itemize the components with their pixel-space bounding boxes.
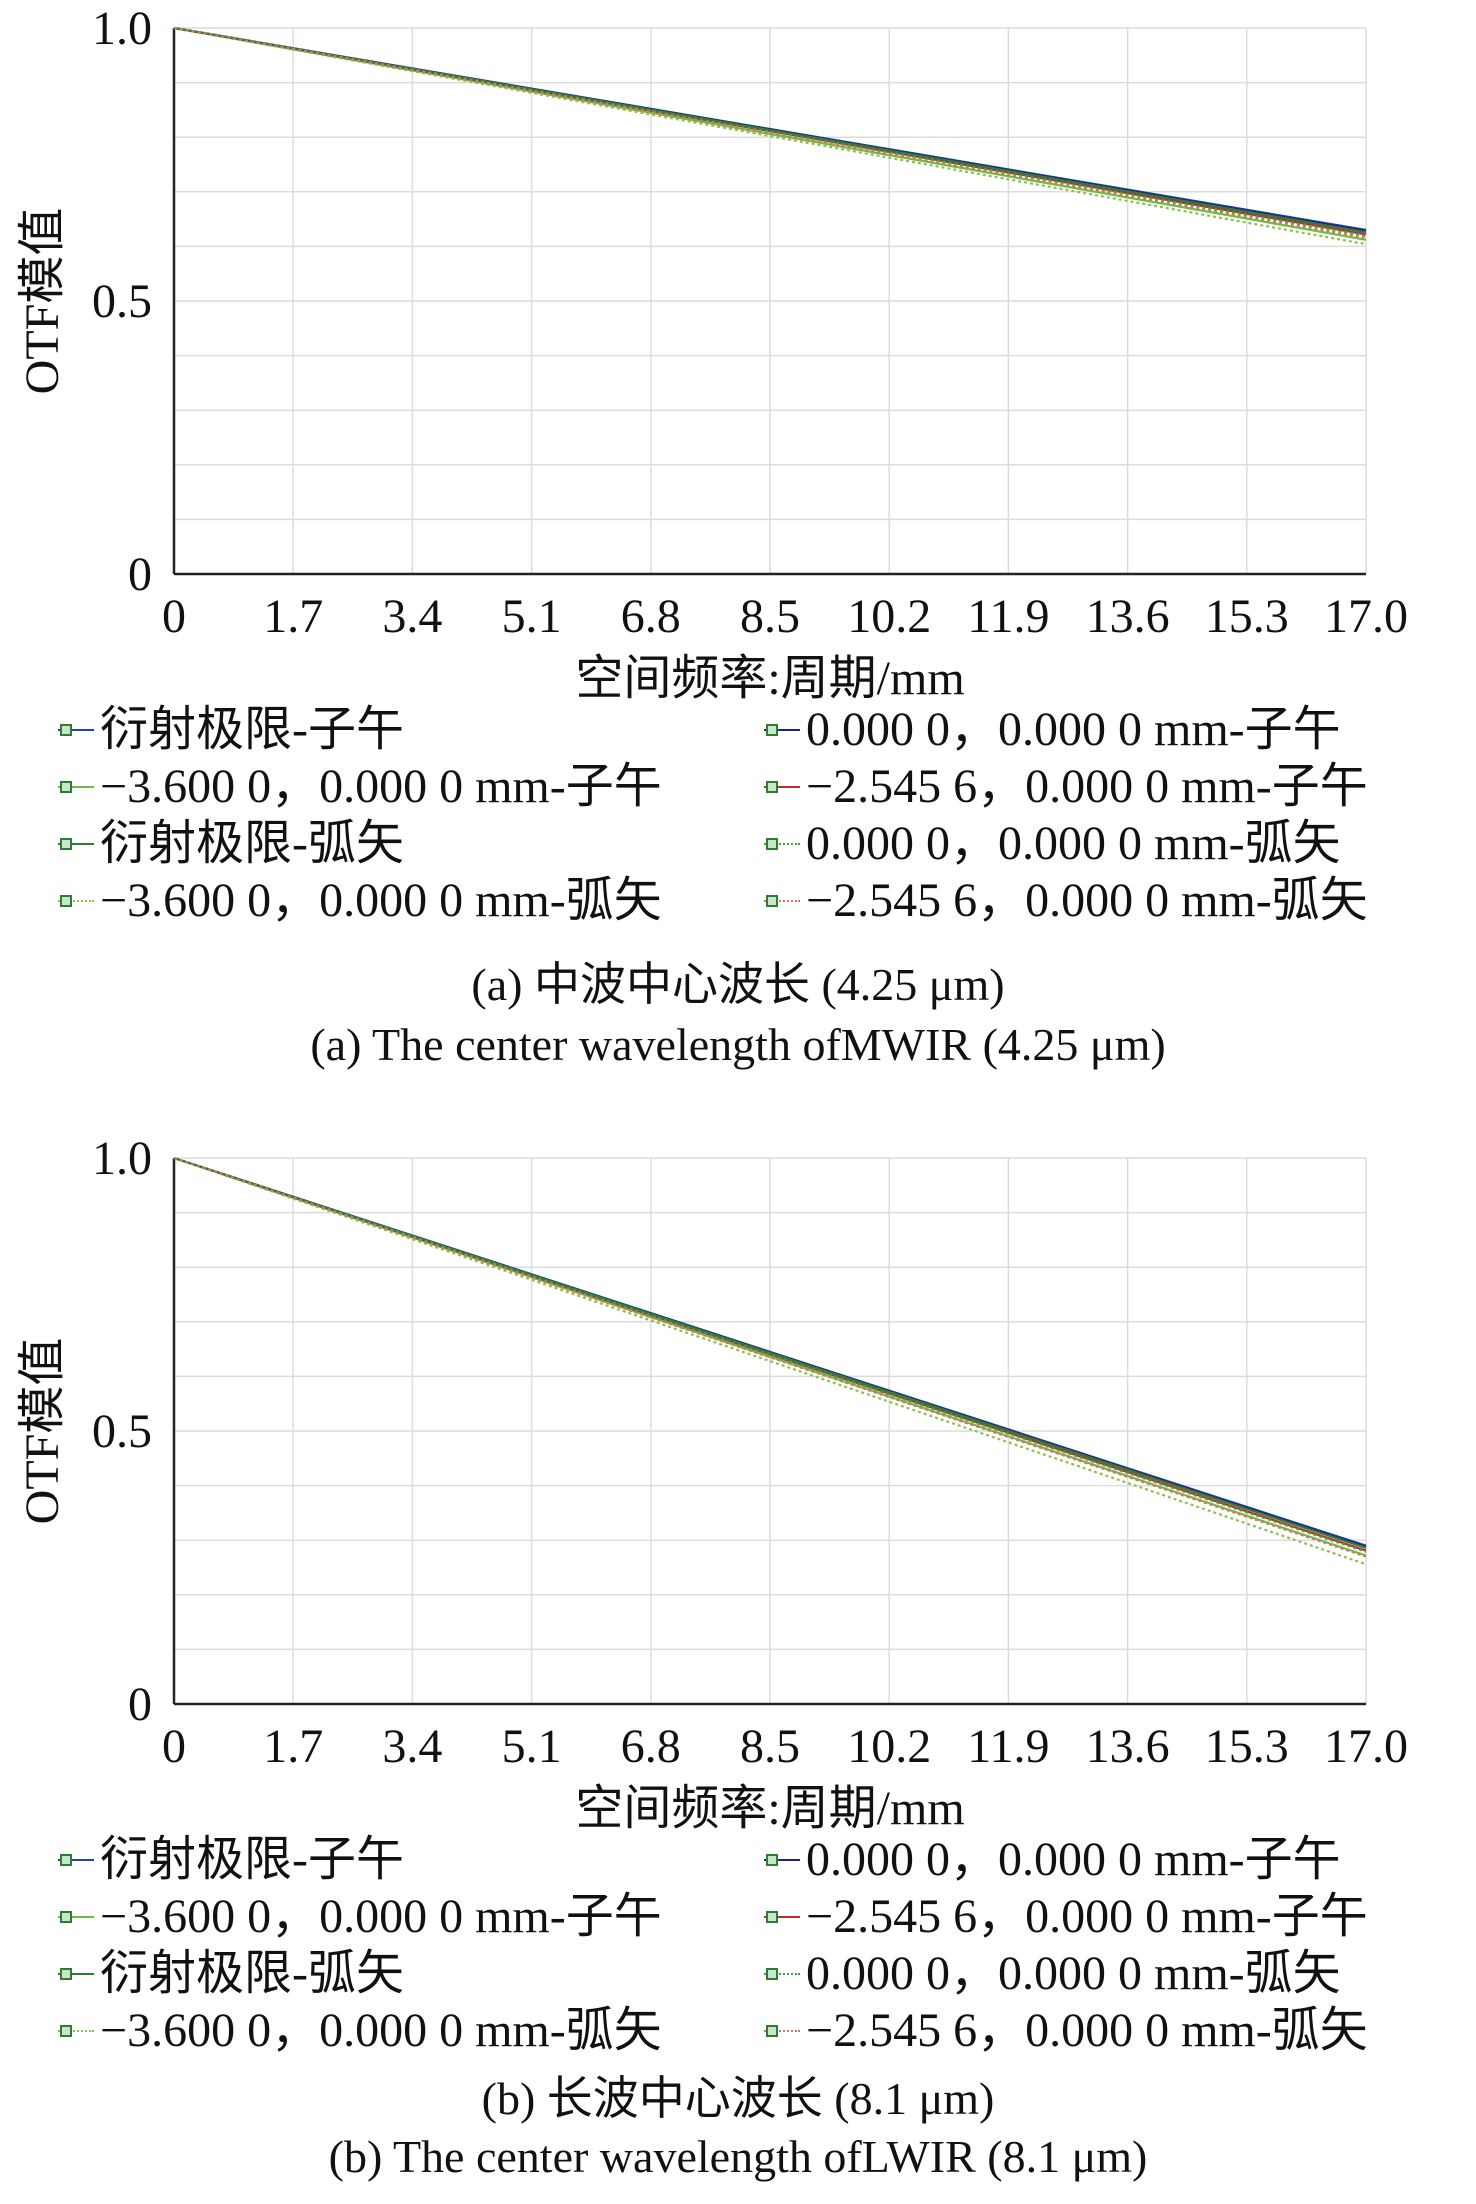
caption-cn-b: (b) 长波中心波长 (8.1 μm): [481, 2073, 995, 2124]
x-tick-label: 15.3: [1205, 590, 1289, 643]
legend-item: 0.000 0，0.000 0 mm-子午: [764, 702, 1341, 758]
legend-item: 衍射极限-弧矢: [58, 816, 404, 872]
x-tick-label: 3.4: [382, 1720, 442, 1773]
x-tick-label: 3.4: [382, 590, 442, 643]
y-axis-title: OTF模值: [16, 1338, 69, 1525]
caption-cn-a: (a) 中波中心波长 (4.25 μm): [471, 959, 1005, 1010]
caption-en-a: (a) The center wavelength ofMWIR (4.25 μ…: [310, 1019, 1166, 1070]
series-line: [173, 26, 1367, 246]
legend-swatch: [764, 834, 800, 854]
legend-item: −2.545 6，0.000 0 mm-子午: [764, 759, 1368, 815]
legend-item: −3.600 0，0.000 0 mm-子午: [58, 759, 662, 815]
y-tick-label: 0: [128, 548, 152, 601]
series-line: [173, 26, 1367, 237]
y-tick-label: 1.0: [92, 2, 152, 55]
x-tick-label: 8.5: [740, 590, 800, 643]
legend-label: 衍射极限-弧矢: [100, 817, 404, 870]
x-axis-title: 空间频率:周期/mm: [575, 652, 964, 705]
legend-item: −2.545 6，0.000 0 mm-弧矢: [764, 873, 1368, 929]
x-tick-label: 10.2: [847, 590, 931, 643]
legend-item: −3.600 0，0.000 0 mm-子午: [58, 1889, 662, 1945]
legend-label: −2.545 6，0.000 0 mm-子午: [806, 1890, 1368, 1943]
chart-panel-b: 0 1.7 3.4 5.1 6.8 8.5 10.2 11.9 13.6 15.3 17.0 0 0.5…: [0, 1120, 1476, 2204]
x-tick-label: 0: [162, 1720, 186, 1773]
chart-panel-a: 0 1.7 3.4 5.1 6.8 8.5 10.2 11.9 13.6 15.3 17.0 0 0.5…: [16, 2, 1468, 1070]
y-tick-label: 1.0: [92, 1132, 152, 1185]
x-tick-label: 13.6: [1086, 1720, 1170, 1773]
legend-swatch: [764, 1964, 800, 1984]
legend-label: 0.000 0，0.000 0 mm-弧矢: [806, 1947, 1341, 2000]
legend-item: −2.545 6，0.000 0 mm-子午: [764, 1889, 1368, 1945]
x-tick-label: 6.8: [621, 590, 681, 643]
legend-item: −3.600 0，0.000 0 mm-弧矢: [58, 2003, 662, 2059]
x-axis-title: 空间频率:周期/mm: [575, 1782, 964, 1835]
legend-swatch: [58, 891, 94, 911]
legend-item: 衍射极限-子午: [58, 1832, 404, 1888]
legend-swatch: [58, 720, 94, 740]
x-tick-label: 17.0: [1324, 1720, 1408, 1773]
caption-en-b: (b) The center wavelength ofLWIR (8.1 μm…: [328, 2131, 1148, 2182]
legend-label: −3.600 0，0.000 0 mm-弧矢: [100, 2004, 662, 2057]
legend-label: −2.545 6，0.000 0 mm-弧矢: [806, 874, 1368, 927]
series-line: [173, 1156, 1367, 1549]
legend-label: 衍射极限-子午: [100, 1833, 404, 1886]
legend-label: −3.600 0，0.000 0 mm-子午: [100, 760, 662, 813]
legend-item: 衍射极限-弧矢: [58, 1946, 404, 2002]
x-tick-label: 6.8: [621, 1720, 681, 1773]
x-tick-label: 11.9: [967, 1720, 1049, 1773]
x-tick-label: 15.3: [1205, 1720, 1289, 1773]
legend-item: 0.000 0，0.000 0 mm-弧矢: [764, 816, 1341, 872]
legend-label: −3.600 0，0.000 0 mm-弧矢: [100, 874, 662, 927]
legend-swatch: [764, 2021, 800, 2041]
legend-swatch: [58, 834, 94, 854]
legend-swatch: [764, 891, 800, 911]
legend-item: −2.545 6，0.000 0 mm-弧矢: [764, 2003, 1368, 2059]
legend-label: −3.600 0，0.000 0 mm-子午: [100, 1890, 662, 1943]
legend-label: −2.545 6，0.000 0 mm-弧矢: [806, 2004, 1368, 2057]
legend-b: 衍射极限-子午 0.000 0，0.000 0 mm-子午 −3.600 0，0.0…: [58, 1832, 1468, 2062]
legend-label: 0.000 0，0.000 0 mm-子午: [806, 1833, 1341, 1886]
x-tick-label: 5.1: [502, 1720, 562, 1773]
x-tick-label: 1.7: [263, 1720, 323, 1773]
x-tick-label: 5.1: [502, 590, 562, 643]
chart-svg-b: 0 1.7 3.4 5.1 6.8 8.5 10.2 11.9 13.6 15.3 17.0 0 0.5…: [16, 1132, 1408, 1835]
legend-item: −3.600 0，0.000 0 mm-弧矢: [58, 873, 662, 929]
x-tick-label: 13.6: [1086, 590, 1170, 643]
series-line: [173, 26, 1367, 239]
series-line: [173, 1156, 1367, 1553]
legend-swatch: [764, 777, 800, 797]
x-tick-label: 0: [162, 590, 186, 643]
chart-svg-a: 0 1.7 3.4 5.1 6.8 8.5 10.2 11.9 13.6 15.3 17.0 0 0.5…: [16, 2, 1408, 705]
x-tick-label: 1.7: [263, 590, 323, 643]
x-tick-label: 8.5: [740, 1720, 800, 1773]
legend-swatch: [58, 1850, 94, 1870]
legend-swatch: [764, 1907, 800, 1927]
legend-label: 0.000 0，0.000 0 mm-子午: [806, 703, 1341, 756]
x-tick-label: 10.2: [847, 1720, 931, 1773]
legend-label: −2.545 6，0.000 0 mm-子午: [806, 760, 1368, 813]
y-tick-label: 0.5: [92, 1405, 152, 1458]
y-axis-title: OTF模值: [16, 208, 69, 395]
legend-swatch: [764, 720, 800, 740]
legend-a: 衍射极限-子午 0.000 0，0.000 0 mm-子午 −3.600 0，0.0…: [58, 702, 1468, 932]
legend-swatch: [764, 1850, 800, 1870]
x-tick-label: 11.9: [967, 590, 1049, 643]
series-line: [173, 26, 1367, 234]
legend-label: 0.000 0，0.000 0 mm-弧矢: [806, 817, 1341, 870]
y-tick-label: 0: [128, 1678, 152, 1731]
legend-item: 0.000 0，0.000 0 mm-子午: [764, 1832, 1341, 1888]
legend-label: 衍射极限-弧矢: [100, 1947, 404, 2000]
legend-swatch: [58, 777, 94, 797]
legend-swatch: [58, 2021, 94, 2041]
legend-label: 衍射极限-子午: [100, 703, 404, 756]
legend-swatch: [58, 1907, 94, 1927]
legend-item: 0.000 0，0.000 0 mm-弧矢: [764, 1946, 1341, 2002]
legend-item: 衍射极限-子午: [58, 702, 404, 758]
x-tick-label: 17.0: [1324, 590, 1408, 643]
legend-swatch: [58, 1964, 94, 1984]
y-tick-label: 0.5: [92, 275, 152, 328]
